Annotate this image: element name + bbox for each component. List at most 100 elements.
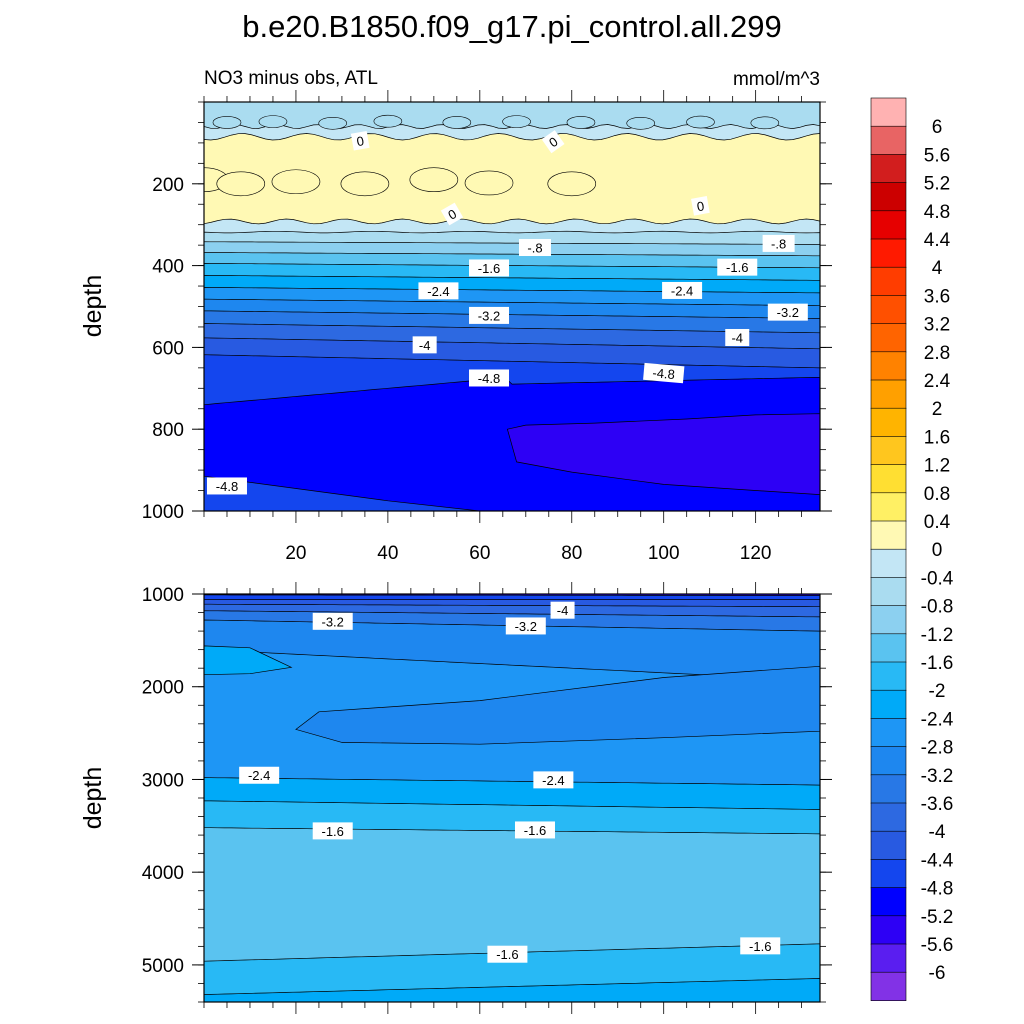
colorbar-swatch (870, 407, 907, 438)
x-tick-label: 20 (285, 543, 306, 564)
colorbar-swatch (870, 210, 907, 240)
contour-label: -2.4 (427, 284, 449, 299)
contour-label: -1.6 (478, 261, 500, 276)
contour-band (204, 978, 820, 1002)
contour-patch (318, 116, 348, 130)
colorbar-label: 1.6 (924, 427, 950, 448)
contour-label-box (469, 369, 510, 387)
colorbar-label: 4.8 (924, 202, 950, 223)
colorbar-swatch (870, 718, 907, 748)
colorbar-label: 2 (932, 399, 943, 420)
colorbar-swatch (870, 97, 907, 127)
colorbar-label: 3.2 (924, 315, 950, 336)
colorbar-swatch (870, 633, 907, 663)
contour-label: -3.2 (478, 308, 500, 323)
lower-panel: -3.2 -3.2 -4 -2.4 -2.4 -1.6 -1.6 -1.6 -1.6 1000 2… (79, 582, 832, 1014)
colorbar-swatch (870, 379, 907, 409)
contour-label-box (312, 822, 353, 840)
x-tick-label: 60 (469, 543, 490, 564)
contour-label-box (206, 477, 247, 495)
figure-title: b.e20.B1850.f09_g17.pi_control.all.299 (242, 9, 782, 44)
contour-label: 0 (696, 198, 706, 214)
colorbar-swatch (870, 154, 907, 184)
contour-patch (271, 169, 321, 195)
colorbar-label: 5.6 (924, 145, 950, 166)
colorbar-label: 2.4 (924, 371, 951, 392)
colorbar-swatch (870, 746, 907, 776)
colorbar-label: 1.2 (924, 456, 950, 477)
contour-label: -3.2 (322, 614, 344, 629)
contour-patch (340, 171, 390, 197)
contour-label: -1.6 (749, 939, 771, 954)
colorbar-swatch (870, 238, 907, 268)
variable-label: NO3 minus obs, ATL (204, 68, 378, 89)
y-tick-label: 1000 (142, 502, 184, 523)
contour-label-box (717, 258, 758, 276)
contour-label: -3.2 (777, 305, 799, 320)
contour-label-box (533, 771, 574, 789)
contour-label-box (312, 612, 353, 630)
colorbar-swatch (870, 520, 907, 550)
colorbar-swatch (870, 323, 907, 353)
y-tick-label: 1000 (142, 585, 184, 606)
lower-contour-fills (204, 594, 820, 1002)
contour-patch (566, 116, 596, 129)
y-tick-label: 800 (152, 420, 184, 441)
contour-label-box (239, 766, 280, 784)
contour-patch (258, 115, 288, 128)
upper-axis-ticks: 200 400 600 800 1000 20 40 60 80 100 120 (142, 90, 832, 564)
colorbar-label: -0.4 (921, 568, 954, 589)
contour-label-box (762, 234, 795, 252)
contour-label-box (550, 601, 575, 619)
y-tick-label: 4000 (142, 863, 184, 884)
contour-label: -1.6 (726, 260, 748, 275)
contour-patch (212, 116, 242, 129)
colorbar-label: -5.6 (921, 935, 954, 956)
colorbar-swatch (870, 943, 907, 973)
contour-label: -1.6 (322, 824, 344, 839)
y-tick-label: 200 (152, 175, 184, 196)
y-tick-label: 600 (152, 338, 184, 359)
colorbar-swatch (870, 351, 907, 381)
colorbar-label: 5.2 (924, 174, 950, 195)
y-tick-label: 2000 (142, 678, 184, 699)
colorbar-label: 0 (932, 540, 943, 561)
contour-label-box (541, 130, 565, 154)
colorbar-swatch (870, 295, 907, 325)
contour-label: 0 (355, 133, 365, 149)
colorbar-swatch (870, 125, 907, 155)
contour-patch (502, 115, 531, 128)
colorbar-swatch (870, 266, 907, 297)
colorbar-label: -2 (929, 681, 946, 702)
colorbar-swatch (870, 802, 907, 832)
colorbar-label: -4.8 (921, 879, 954, 900)
contour-label-box (418, 282, 459, 300)
contour-label: -1.6 (524, 823, 546, 838)
contour-band (204, 475, 480, 511)
colorbar-label: 4.4 (924, 230, 951, 251)
colorbar-label: 0.8 (924, 484, 950, 505)
upper-contour-labels: 0 00 0-.8 -.8-1.6 -1.6-2.4 -2.4-3.2 -3.2-4 -4-4… (206, 130, 808, 495)
contour-label: -.8 (771, 236, 786, 251)
contour-patch (216, 171, 266, 197)
colorbar-label: -1.2 (921, 625, 954, 646)
contour-label: -2.4 (248, 768, 270, 783)
contour-label-box (518, 239, 551, 257)
colorbar-swatch (870, 492, 907, 522)
colorbar-label: -4.4 (921, 850, 954, 871)
contour-label: -4 (557, 603, 569, 618)
colorbar-swatch (870, 548, 907, 579)
colorbar-label: 6 (932, 117, 943, 138)
contour-label: -4.8 (652, 365, 676, 382)
contour-patch (686, 115, 715, 129)
contour-label-box (505, 617, 546, 635)
contour-band (506, 413, 820, 495)
colorbar-label: -2.4 (921, 709, 954, 730)
contour-label-box (487, 945, 528, 963)
lower-contour-labels: -3.2 -3.2 -4 -2.4 -2.4 -1.6 -1.6 -1.6 -1.6 (239, 601, 781, 963)
contour-label-box (350, 131, 370, 151)
upper-contour-fills (204, 102, 820, 511)
colorbar-label: -1.6 (921, 653, 954, 674)
upper-y-axis-label: depth (79, 275, 107, 338)
x-tick-label: 80 (561, 543, 582, 564)
